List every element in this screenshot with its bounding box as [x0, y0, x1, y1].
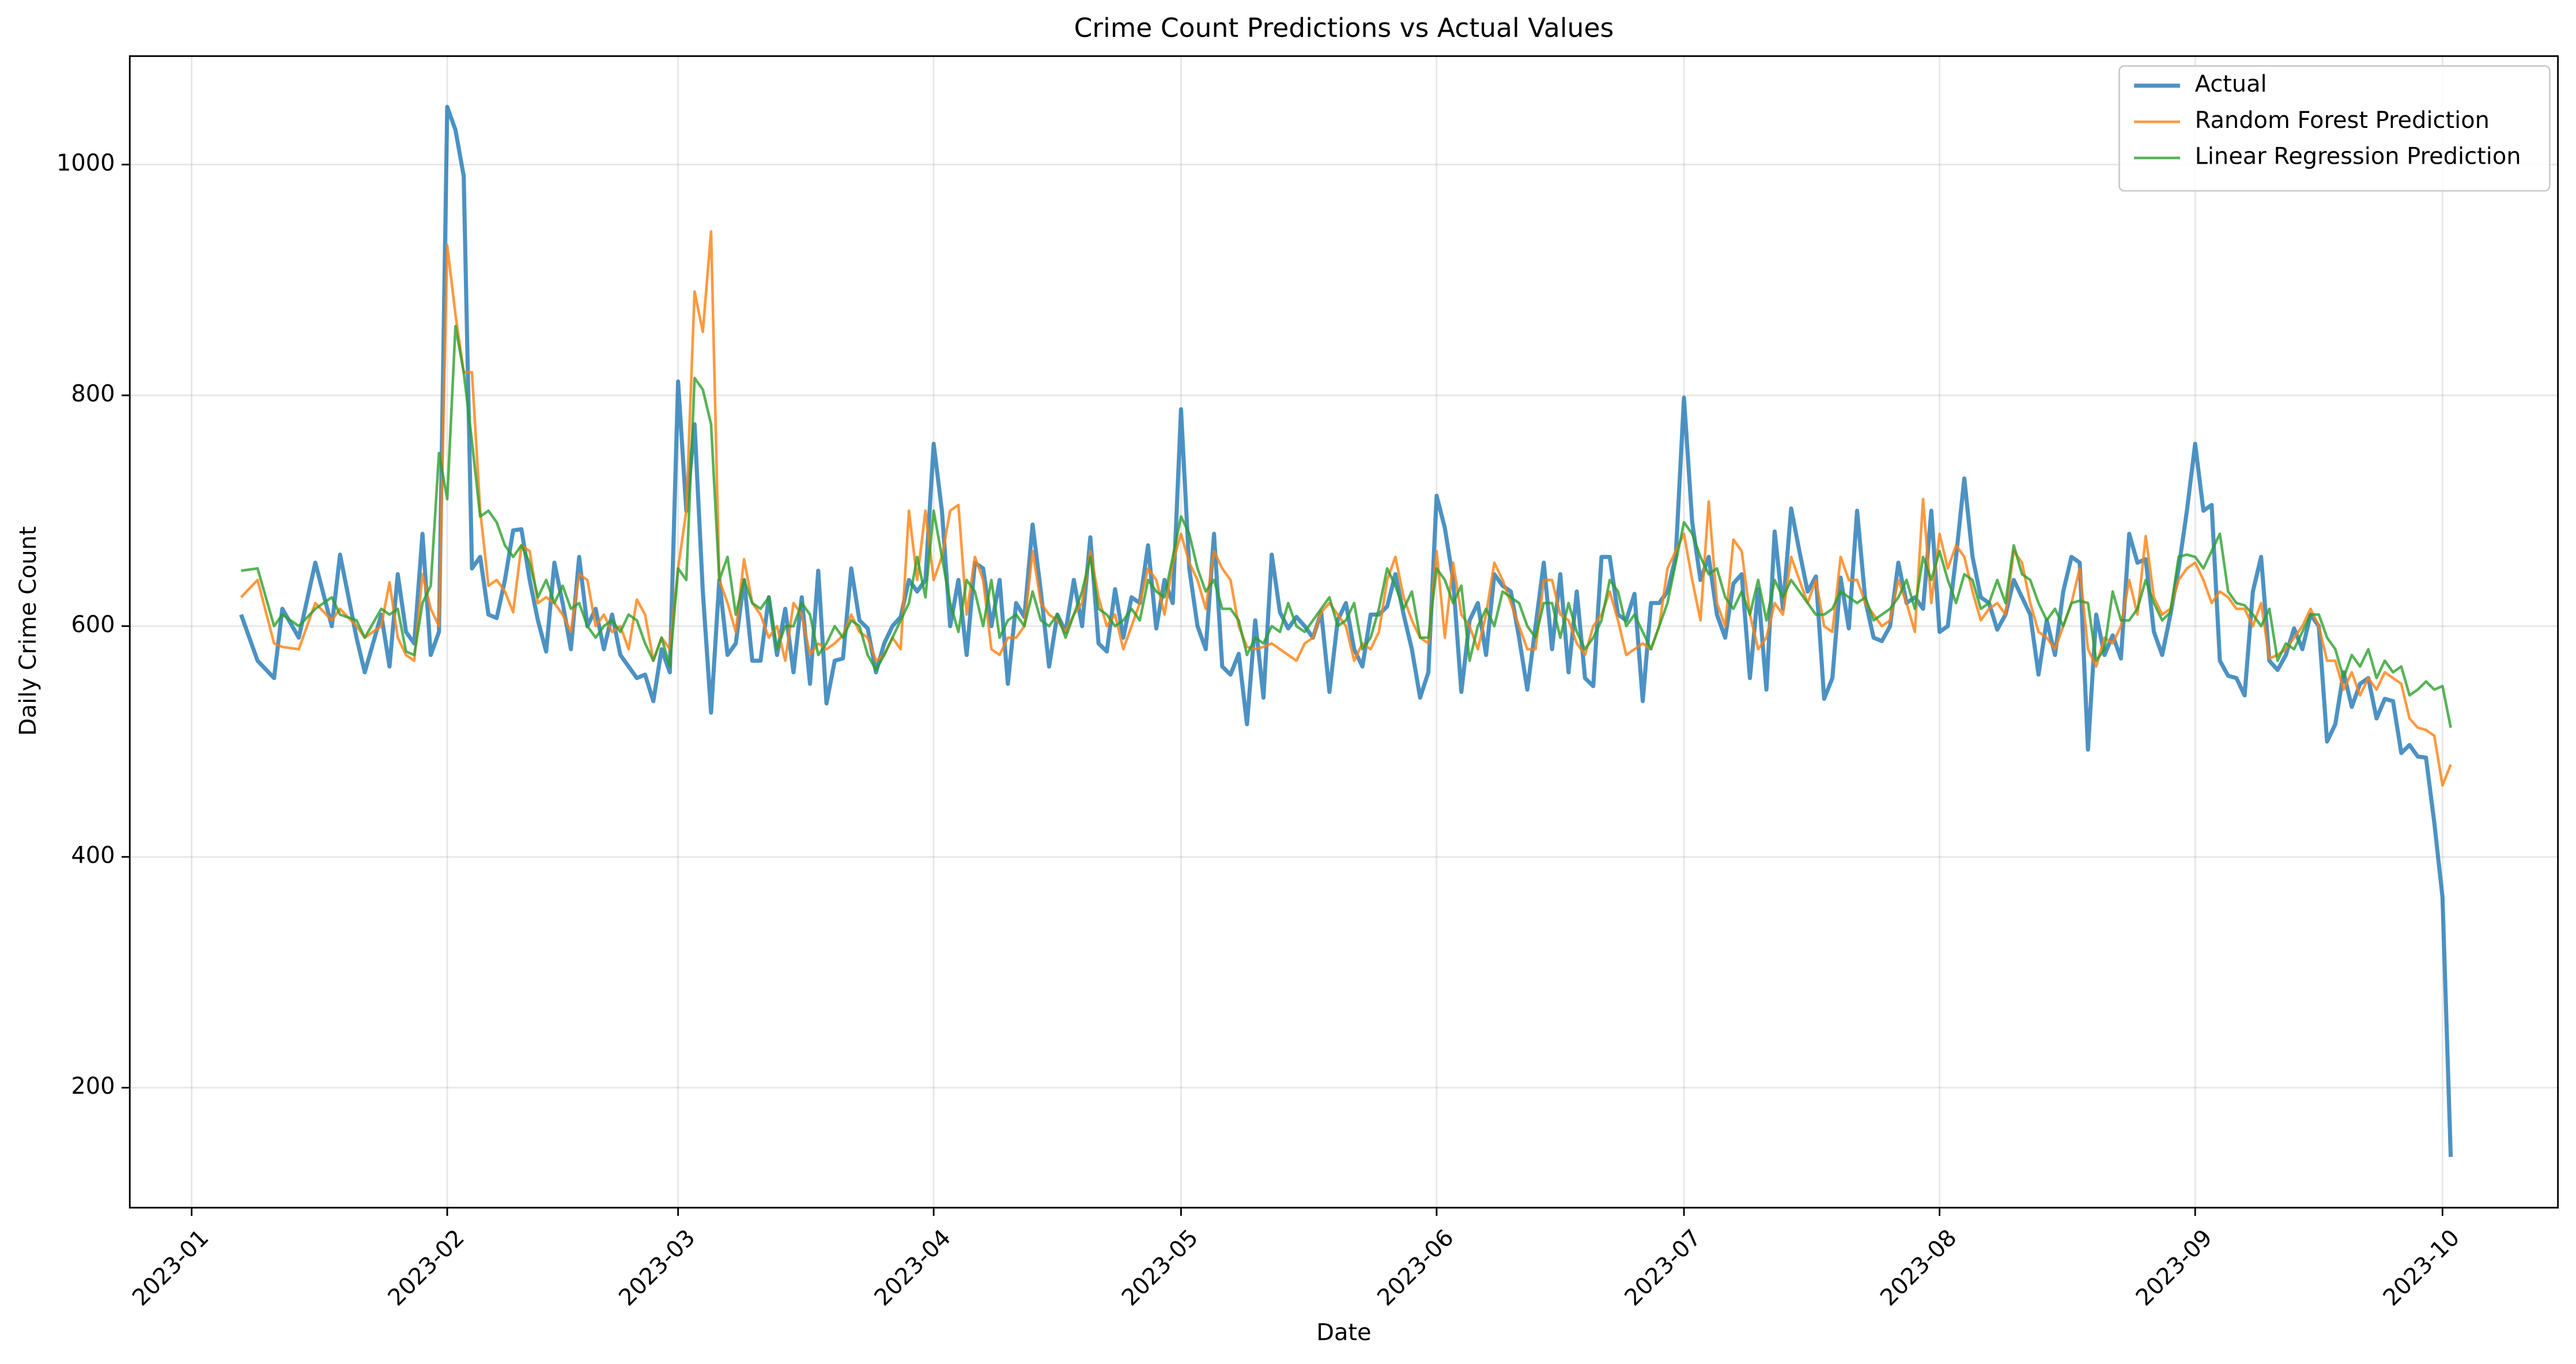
chart-title: Crime Count Predictions vs Actual Values: [1074, 13, 1614, 43]
plot-frame: [129, 55, 2559, 1209]
series-line: [241, 324, 2452, 728]
legend-label: Actual: [2195, 71, 2267, 97]
legend-label: Linear Regression Prediction: [2195, 143, 2521, 170]
y-tick-label: 200: [71, 1073, 115, 1099]
legend-box: [2118, 65, 2551, 192]
x-axis-label: Date: [1316, 1320, 1371, 1346]
legend-label: Random Forest Prediction: [2195, 107, 2490, 134]
y-tick-label: 600: [71, 611, 115, 638]
y-tick-label: 800: [71, 381, 115, 407]
y-tick-label: 1000: [56, 150, 115, 176]
legend: Actual Random Forest Prediction Linear Reg…: [2118, 65, 2551, 192]
plot-lines: [239, 104, 2453, 1157]
y-axis-label: Daily Crime Count: [15, 526, 41, 736]
series-line: [239, 104, 2453, 1157]
y-tick-label: 400: [71, 842, 115, 869]
